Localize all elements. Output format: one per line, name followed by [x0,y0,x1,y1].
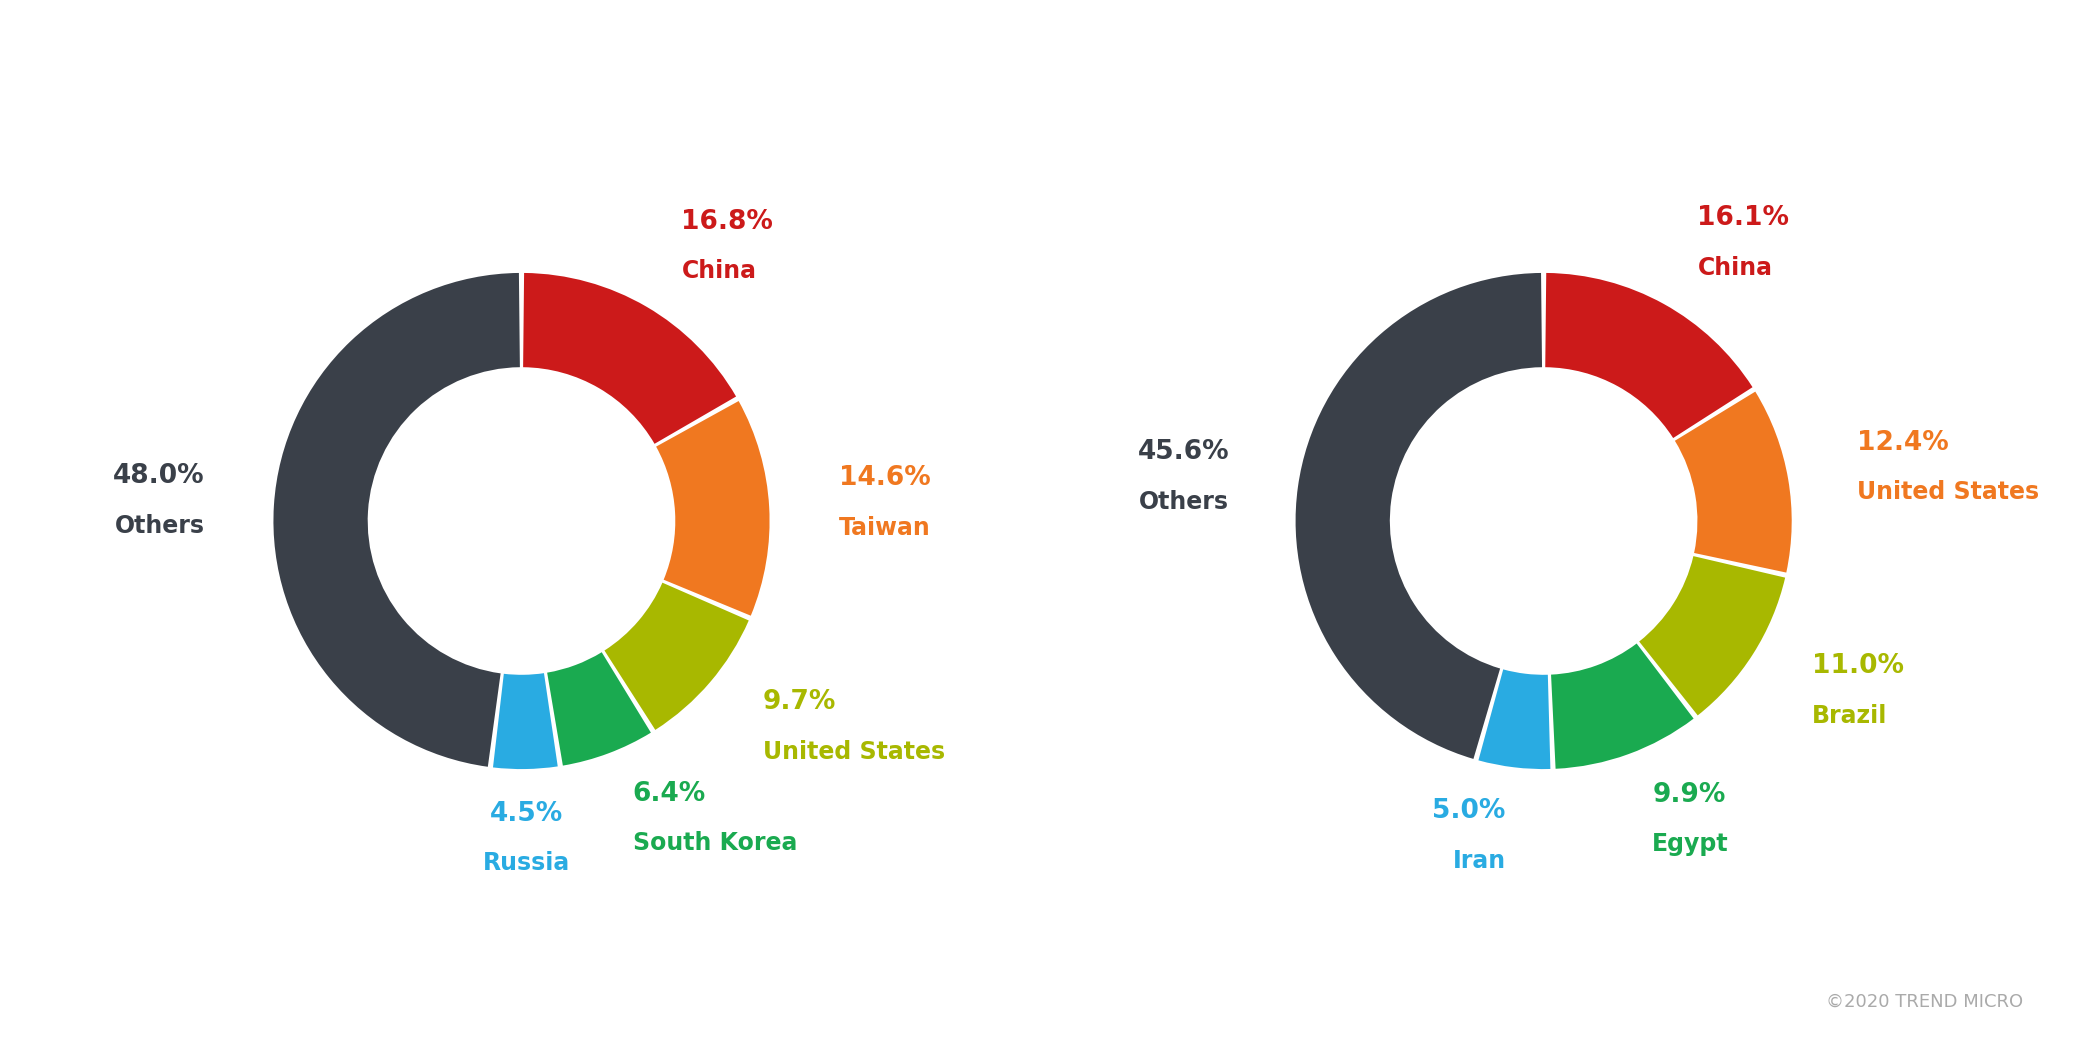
Wedge shape [1295,273,1542,759]
Text: 9.9%: 9.9% [1652,782,1725,808]
Wedge shape [273,273,519,767]
Wedge shape [524,273,736,444]
Text: Russia: Russia [482,851,569,875]
Text: 48.0%: 48.0% [113,464,204,490]
Wedge shape [1546,273,1752,438]
Wedge shape [1479,669,1550,769]
Text: China: China [682,259,757,283]
Text: Iran: Iran [1452,849,1506,873]
Text: 6.4%: 6.4% [632,780,705,807]
Text: United States: United States [1857,480,2038,504]
Text: Taiwan: Taiwan [839,516,930,540]
Text: 5.0%: 5.0% [1433,798,1506,824]
Text: 14.6%: 14.6% [839,465,930,491]
Text: Others: Others [1139,490,1229,514]
Wedge shape [547,652,651,766]
Text: 16.1%: 16.1% [1698,205,1790,231]
Wedge shape [492,673,557,769]
Text: 16.8%: 16.8% [682,208,774,234]
Text: United States: United States [763,740,945,764]
Text: South Korea: South Korea [632,832,797,855]
Text: ©2020 TREND MICRO: ©2020 TREND MICRO [1827,993,2023,1011]
Text: 11.0%: 11.0% [1813,653,1905,679]
Wedge shape [657,401,770,616]
Text: 45.6%: 45.6% [1137,440,1229,466]
Wedge shape [1640,556,1786,716]
Wedge shape [1675,392,1792,572]
Text: 12.4%: 12.4% [1857,429,1948,455]
Wedge shape [1552,644,1694,769]
Text: 9.7%: 9.7% [763,690,836,716]
Text: 4.5%: 4.5% [490,800,563,826]
Wedge shape [605,582,749,729]
Text: Egypt: Egypt [1652,833,1729,857]
Text: China: China [1698,256,1773,280]
Text: Brazil: Brazil [1813,704,1888,728]
Text: Others: Others [115,514,204,538]
